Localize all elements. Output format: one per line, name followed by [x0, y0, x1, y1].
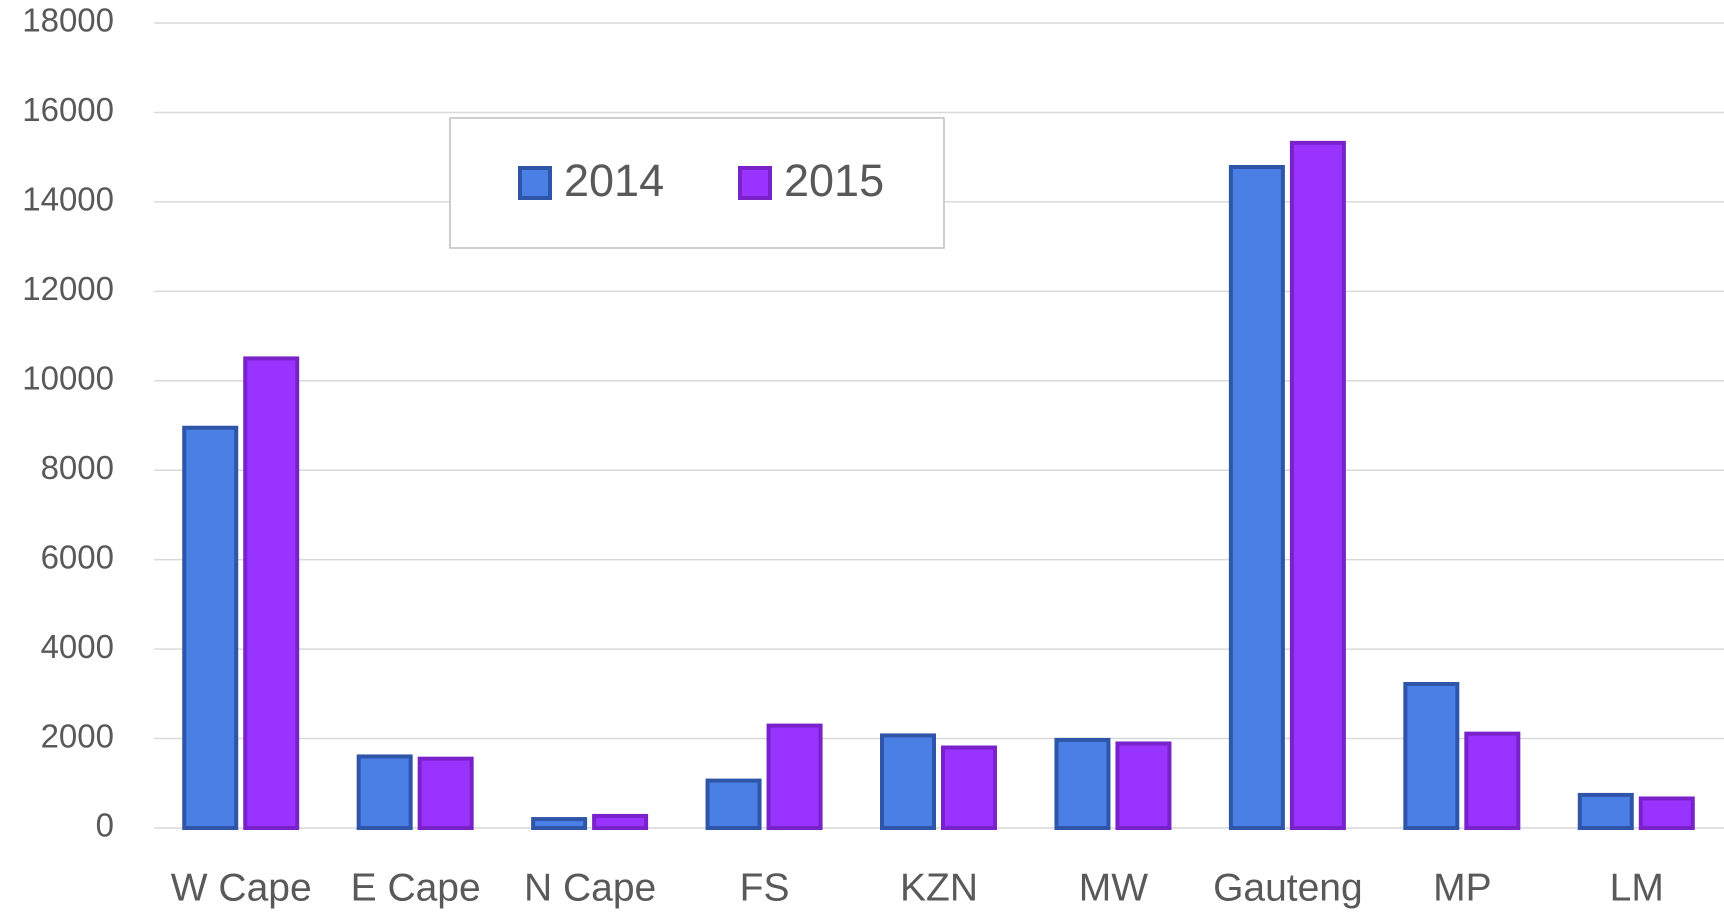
- bar: [705, 778, 762, 830]
- x-tick-label: W Cape: [171, 866, 312, 909]
- x-tick-label: KZN: [900, 866, 978, 909]
- bar: [941, 745, 997, 830]
- y-tick-label: 12000: [22, 270, 114, 307]
- bar: [531, 817, 588, 830]
- bar: [1638, 796, 1695, 831]
- y-tick-label: 8000: [41, 449, 114, 486]
- x-tick-label: N Cape: [524, 866, 656, 909]
- y-tick-label: 4000: [41, 628, 114, 665]
- x-tick-label: FS: [740, 866, 790, 909]
- legend-swatch: [518, 166, 552, 200]
- y-tick-label: 10000: [22, 359, 114, 396]
- x-tick-label: MP: [1433, 866, 1492, 909]
- y-tick-label: 18000: [22, 2, 114, 39]
- legend-label: 2015: [784, 155, 884, 206]
- legend-swatch: [738, 166, 772, 200]
- legend-box: [449, 117, 945, 249]
- bar: [1115, 741, 1172, 830]
- bar: [1464, 731, 1521, 830]
- y-tick-label: 14000: [22, 181, 114, 218]
- y-tick-label: 0: [96, 807, 114, 844]
- bar: [1228, 165, 1285, 830]
- x-tick-label: MW: [1079, 866, 1148, 909]
- y-tick-label: 6000: [41, 538, 114, 575]
- y-tick-label: 2000: [41, 717, 114, 754]
- bar: [182, 425, 239, 830]
- bar: [1054, 737, 1111, 830]
- bar: [1403, 681, 1460, 830]
- x-tick-label: LM: [1610, 866, 1664, 909]
- legend-label: 2014: [564, 155, 664, 206]
- bar: [356, 754, 413, 831]
- bar: [880, 733, 936, 830]
- bar: [1577, 792, 1634, 831]
- bar: [417, 756, 474, 830]
- bar: [243, 356, 300, 830]
- x-tick-label: E Cape: [351, 866, 481, 909]
- bar: [592, 813, 649, 830]
- bar: [766, 723, 823, 831]
- x-tick-label: Gauteng: [1213, 866, 1363, 909]
- y-tick-label: 16000: [22, 91, 114, 128]
- bar: [1289, 140, 1346, 831]
